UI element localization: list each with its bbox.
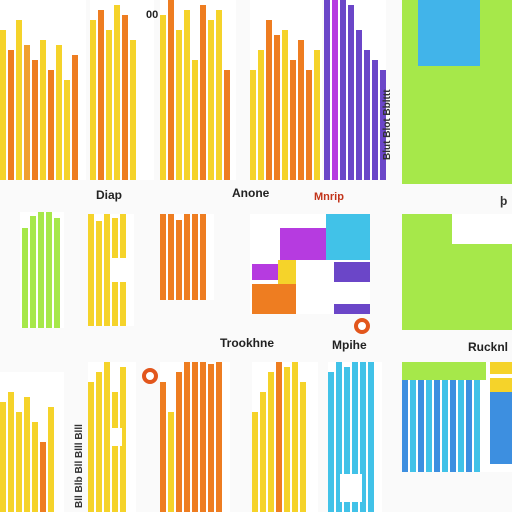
panel-yellow-mid — [88, 214, 134, 326]
row2-label-1: Trookhne — [220, 336, 275, 350]
row2-label-2: Mpihe — [332, 338, 367, 352]
panel-orange-mid — [160, 214, 214, 300]
panel-yellow-bottom-2 — [88, 362, 136, 512]
vertical-axis-label-right: Blut Blot Bblttt — [382, 89, 393, 160]
row1-label-2: Anone — [232, 186, 270, 200]
panel-yellow-orange-4 — [250, 0, 322, 180]
panel-lime-block-top — [402, 0, 512, 184]
panel-magenta-sky — [250, 214, 370, 314]
panel-lime-bars — [20, 212, 64, 328]
panel-yellow-orange-3 — [160, 0, 236, 180]
row1-label-1: Diap — [96, 188, 123, 202]
panel-orange-yellow-1 — [0, 0, 86, 180]
panel-yellow-orange-2 — [90, 0, 154, 180]
record-dot-icon[interactable] — [142, 368, 158, 384]
panel-sky-bottom — [328, 362, 382, 512]
panel-orange-bottom-3 — [160, 362, 230, 512]
sky-block — [418, 0, 480, 66]
row2-label-3: Rucknl — [468, 340, 509, 354]
panel-blue-lime-bottom — [402, 362, 512, 472]
row1-label-3: Mnrip — [314, 191, 344, 203]
record-dot-icon[interactable] — [354, 318, 370, 334]
top-glyph-label: 00 — [146, 9, 159, 21]
right-edge-glyph: þ — [500, 194, 508, 208]
vertical-axis-label-left: Bll Blb Bll Blll Blll — [74, 424, 85, 508]
panel-purple-bars — [324, 0, 386, 180]
panel-lime-block-mid — [402, 214, 512, 330]
panel-yellow-orange-bottom-1 — [0, 372, 64, 512]
panel-yellow-bottom-4 — [252, 362, 318, 512]
